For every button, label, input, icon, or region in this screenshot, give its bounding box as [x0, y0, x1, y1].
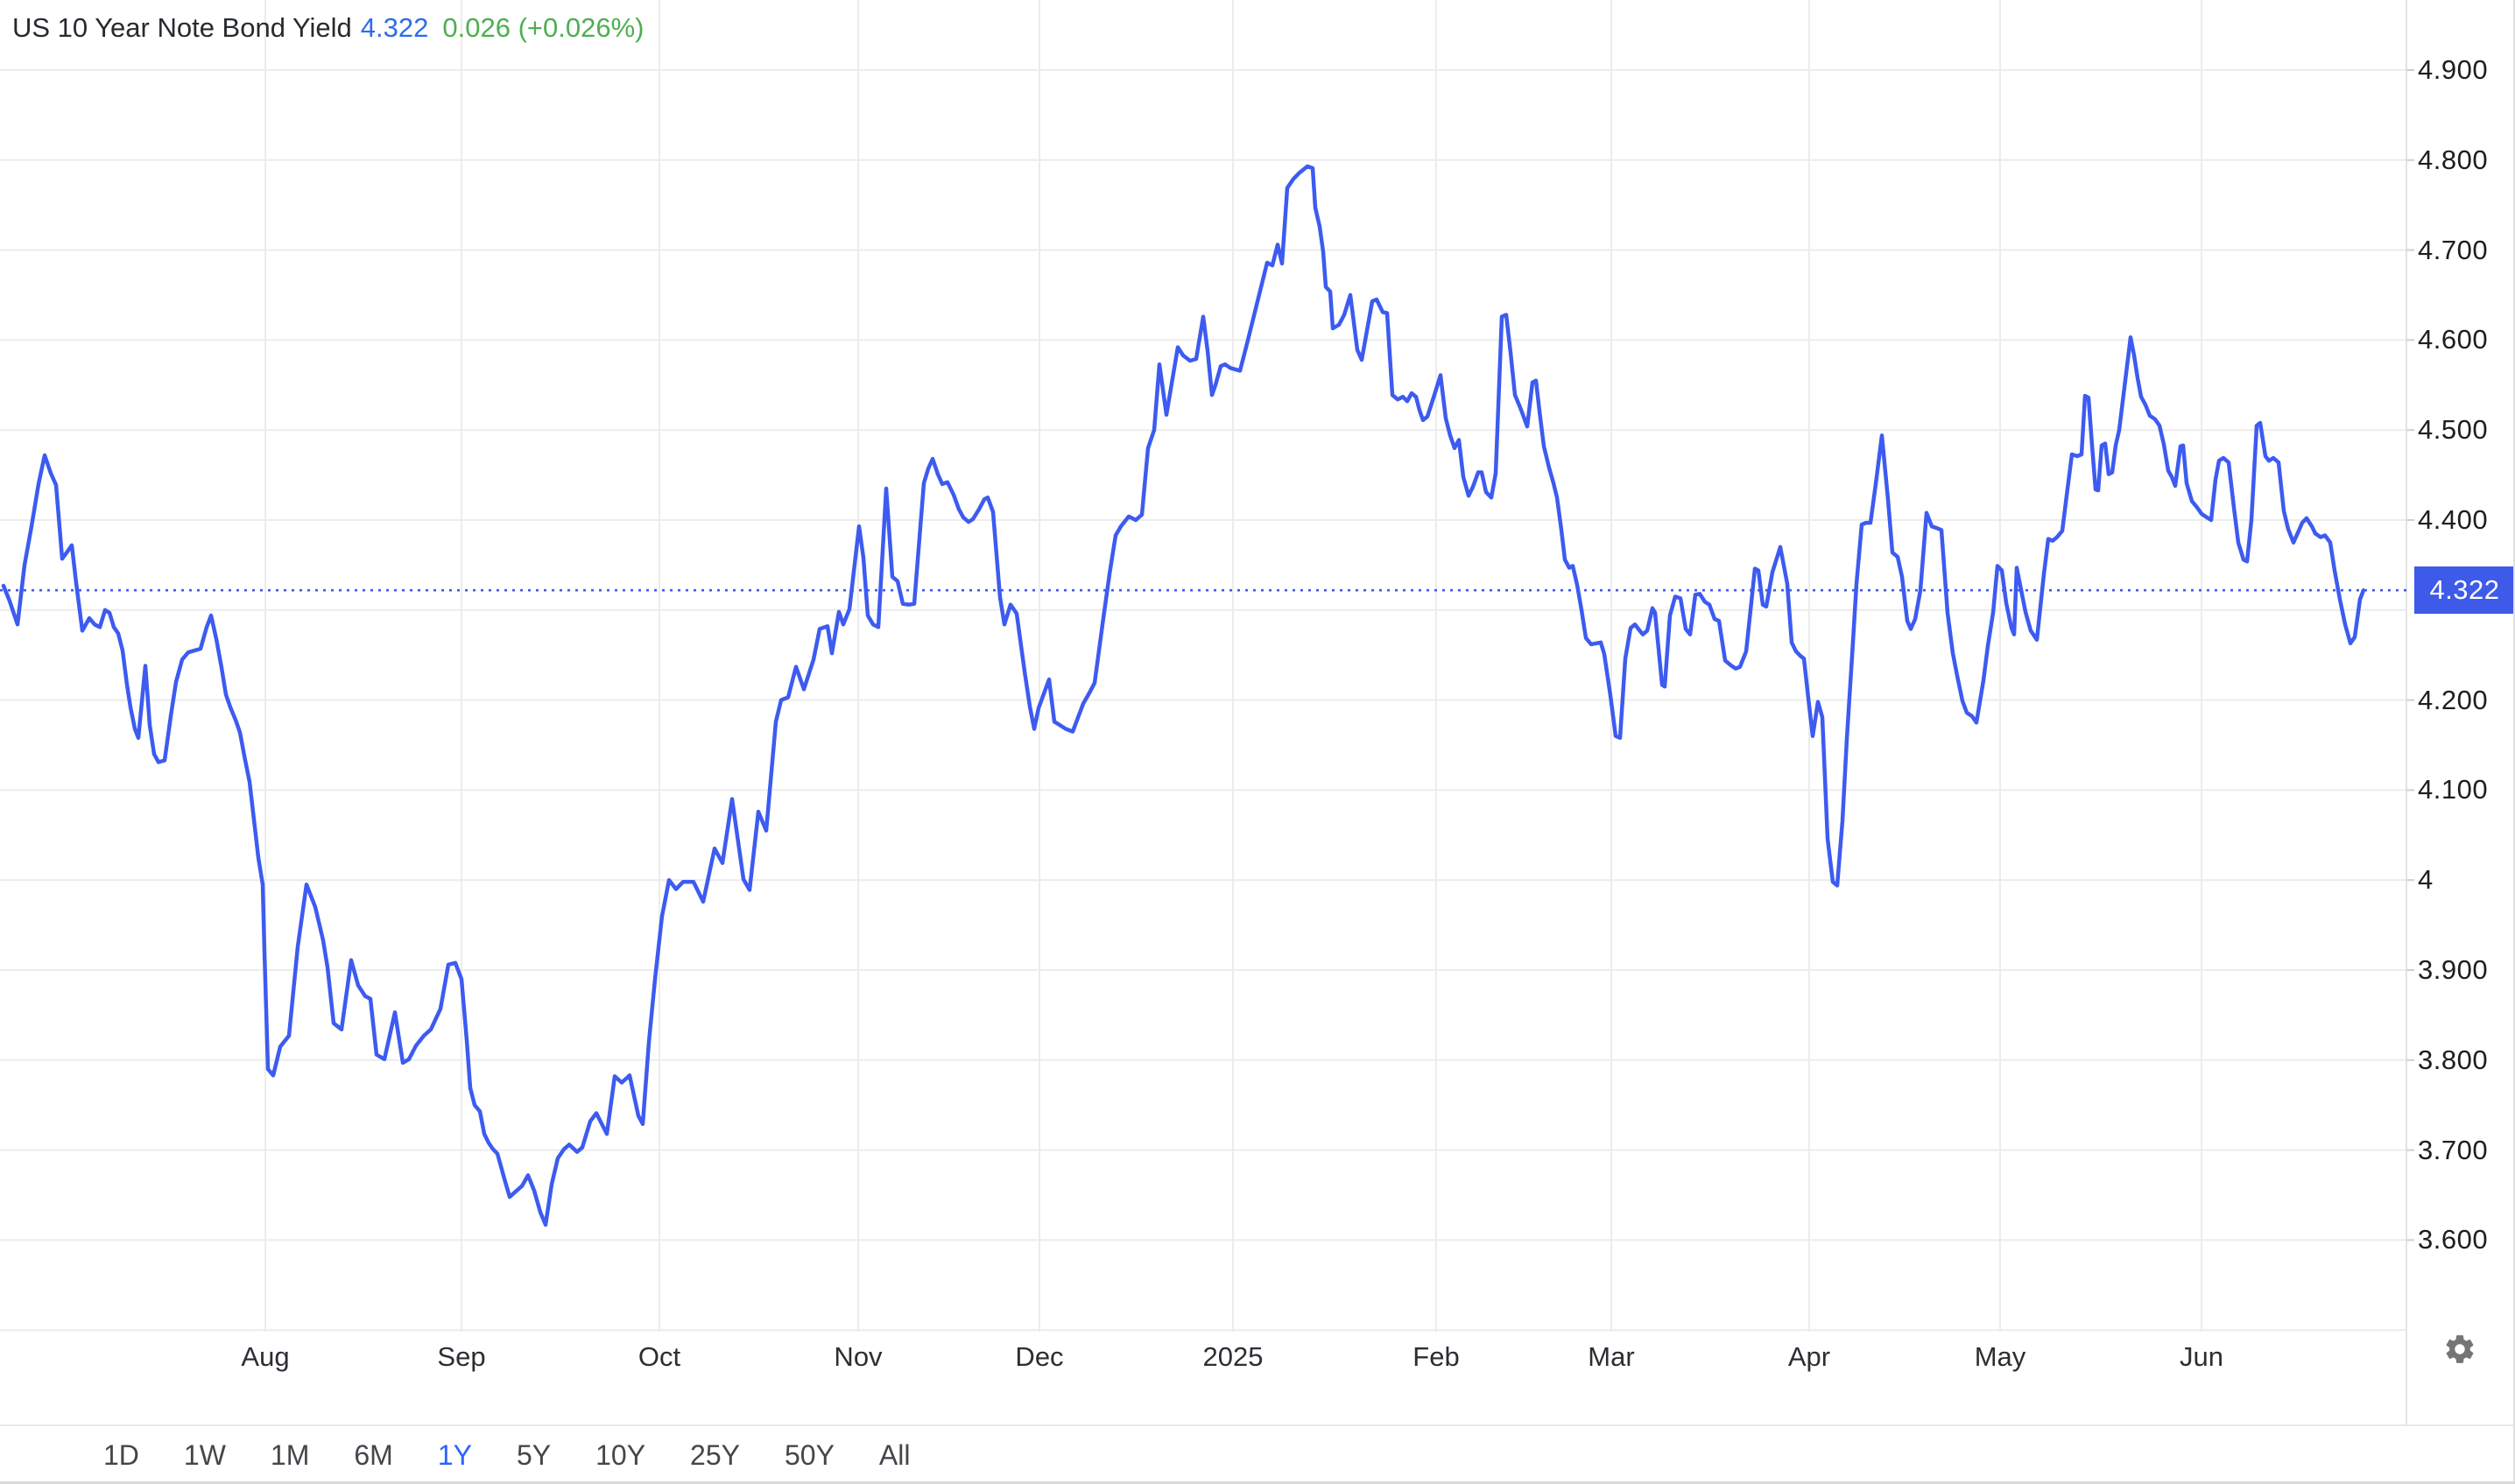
y-axis-ticks	[2406, 69, 2414, 1241]
range-button-25y[interactable]: 25Y	[690, 1438, 740, 1471]
x-axis-label-Nov: Nov	[834, 1341, 883, 1372]
gridlines	[0, 0, 2406, 1332]
range-toolbar: 1D 1W 1M 6M 1Y 5Y 10Y 25Y 50Y All	[0, 1424, 2515, 1484]
range-button-5y[interactable]: 5Y	[516, 1438, 552, 1471]
last-price-value: 4.322	[360, 12, 429, 43]
range-button-50y[interactable]: 50Y	[784, 1438, 835, 1471]
x-axis-label-2025: 2025	[1202, 1341, 1264, 1372]
y-axis-label-3.800: 3.800	[2418, 1044, 2489, 1075]
range-button-1d[interactable]: 1D	[103, 1438, 139, 1471]
x-axis-label-Jun: Jun	[2180, 1341, 2223, 1372]
page-right-border	[2513, 0, 2515, 1484]
y-axis-label-4.100: 4.100	[2418, 774, 2489, 805]
range-buttons: 1D 1W 1M 6M 1Y 5Y 10Y 25Y 50Y All	[102, 1436, 912, 1484]
y-axis-label-4.500: 4.500	[2418, 414, 2489, 446]
range-button-1y[interactable]: 1Y	[428, 1436, 482, 1484]
x-axis-label-Apr: Apr	[1787, 1341, 1831, 1372]
x-axis-label-Feb: Feb	[1412, 1341, 1460, 1372]
x-axis-label-May: May	[1974, 1341, 2026, 1372]
y-axis-label-4.900: 4.900	[2418, 54, 2489, 85]
y-axis-label-4.600: 4.600	[2418, 324, 2489, 355]
x-axis-label-Aug: Aug	[241, 1341, 290, 1372]
price-change-value: 0.026 (+0.026%)	[442, 12, 645, 43]
chart-header: US 10 Year Note Bond Yield 4.322 0.026 (+0…	[12, 11, 644, 46]
y-axis-label-4.800: 4.800	[2418, 144, 2489, 175]
x-axis-label-Dec: Dec	[1015, 1341, 1064, 1372]
y-axis-label-4.400: 4.400	[2418, 504, 2489, 535]
y-axis-label-4.700: 4.700	[2418, 234, 2489, 265]
y-axis-label-3.600: 3.600	[2418, 1224, 2489, 1255]
range-button-6m[interactable]: 6M	[354, 1438, 393, 1471]
instrument-title: US 10 Year Note Bond Yield	[12, 12, 352, 43]
y-axis-label-3.700: 3.700	[2418, 1134, 2489, 1165]
x-axis-label-Mar: Mar	[1588, 1341, 1635, 1372]
y-axis-label-3.900: 3.900	[2418, 954, 2489, 985]
range-button-all[interactable]: All	[878, 1438, 911, 1471]
settings-gear-icon[interactable]	[2443, 1333, 2476, 1366]
current-value-badge: 4.322	[2414, 566, 2515, 615]
range-button-1m[interactable]: 1M	[270, 1438, 310, 1471]
yield-line-series	[1, 164, 2366, 1227]
page-bottom-border	[0, 1481, 2515, 1484]
y-axis-label-4: 4	[2418, 864, 2434, 896]
y-axis-label-4.200: 4.200	[2418, 684, 2489, 715]
x-axis-label-Oct: Oct	[638, 1341, 681, 1372]
range-button-1w[interactable]: 1W	[183, 1438, 226, 1471]
range-button-10y[interactable]: 10Y	[595, 1438, 646, 1471]
x-axis-label-Sep: Sep	[437, 1341, 486, 1372]
